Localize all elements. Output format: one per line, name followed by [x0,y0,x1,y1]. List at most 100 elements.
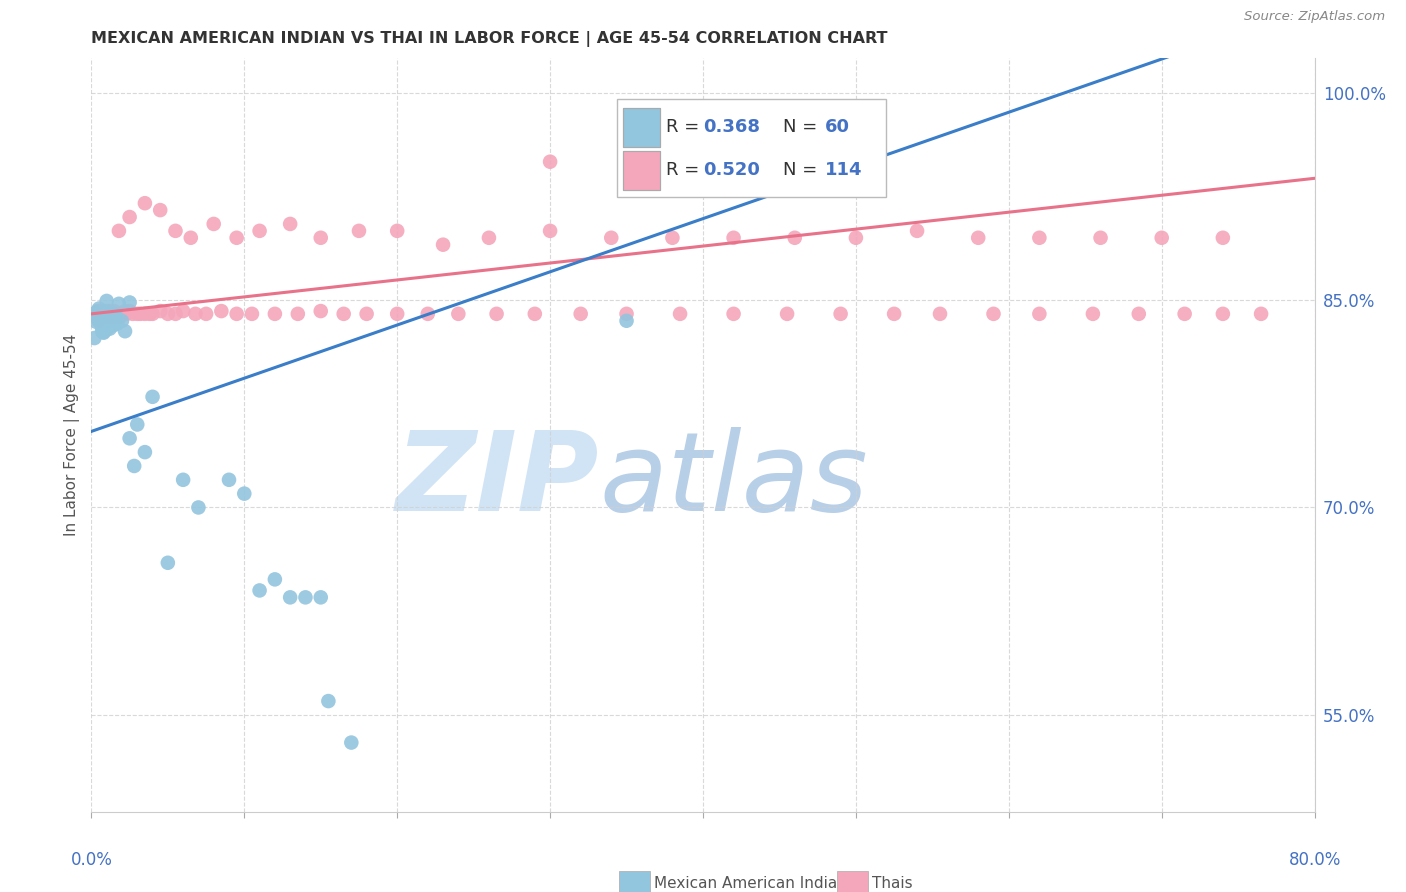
Text: N =: N = [783,161,823,178]
Text: 0.520: 0.520 [703,161,759,178]
Point [87,307,110,321]
Point [385,224,409,238]
Point [108,297,131,311]
Point [669,307,692,321]
Text: 80.0%: 80.0% [1288,851,1341,869]
Point [1150,231,1173,245]
Text: Source: ZipAtlas.com: Source: ZipAtlas.com [1244,10,1385,22]
Point [87,301,110,316]
Point [87,314,110,328]
Point [195,307,218,321]
Point [485,307,508,321]
Point [385,307,409,321]
Point [723,307,745,321]
Point [249,583,271,598]
Point [96,319,118,334]
Point [156,307,179,321]
Point [141,390,163,404]
FancyBboxPatch shape [623,108,661,147]
Point [318,694,340,708]
Point [218,473,240,487]
Point [225,231,247,245]
Point [184,307,207,321]
Point [616,307,638,321]
Point [114,324,136,338]
Point [108,224,131,238]
Point [538,224,561,238]
Point [91,310,114,324]
Point [156,556,179,570]
Point [1212,307,1234,321]
Point [122,458,145,473]
Point [905,224,928,238]
Point [118,304,141,318]
Point [149,304,172,318]
Point [103,304,125,318]
Point [121,307,143,321]
Point [86,310,108,325]
Point [1028,307,1050,321]
Point [94,320,117,334]
Point [783,231,806,245]
Point [118,295,141,310]
Point [134,307,156,321]
Point [240,307,263,321]
Point [478,231,501,245]
Point [294,591,316,605]
Point [110,310,132,324]
FancyBboxPatch shape [623,151,661,190]
Point [96,307,118,321]
Point [96,322,118,336]
Point [172,473,194,487]
Point [340,735,363,749]
Point [100,306,122,320]
Point [225,307,247,321]
Point [91,307,114,321]
Point [87,310,110,324]
Point [967,231,990,245]
Point [103,307,125,321]
Point [138,307,160,321]
Text: MEXICAN AMERICAN INDIAN VS THAI IN LABOR FORCE | AGE 45-54 CORRELATION CHART: MEXICAN AMERICAN INDIAN VS THAI IN LABOR… [91,31,889,47]
Point [1028,231,1050,245]
Point [105,317,128,331]
Point [86,309,108,323]
Point [101,318,124,332]
Point [98,307,121,321]
Point [723,231,745,245]
Point [103,307,125,321]
Point [91,320,114,334]
Point [94,304,117,318]
Point [93,310,115,324]
Point [332,307,354,321]
Text: 60: 60 [825,119,851,136]
Point [90,310,112,324]
Point [141,307,163,321]
Point [111,307,134,321]
Point [616,161,638,176]
Point [115,307,138,321]
Point [432,237,454,252]
Point [661,231,683,245]
Point [87,314,110,328]
Text: ZIP: ZIP [395,426,599,533]
Point [104,307,127,321]
Text: Thais: Thais [872,877,912,891]
Point [1174,307,1197,321]
Point [830,307,852,321]
FancyBboxPatch shape [617,99,887,197]
Point [356,307,378,321]
Point [118,431,141,445]
Text: atlas: atlas [599,426,868,533]
Point [90,313,112,327]
Point [1212,231,1234,245]
Point [1250,307,1272,321]
Point [929,307,952,321]
Point [118,210,141,224]
Point [264,573,287,587]
Point [209,304,232,318]
Point [96,293,118,308]
Point [94,307,117,321]
Point [129,307,152,321]
Point [98,304,121,318]
